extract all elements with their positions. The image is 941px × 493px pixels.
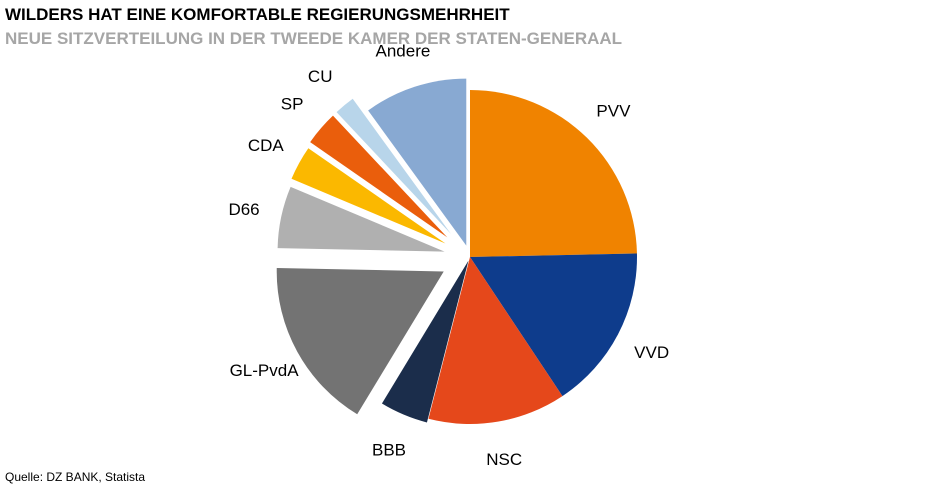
slice-label-d66: D66 xyxy=(228,200,259,219)
pie-slice-sp xyxy=(310,115,448,238)
chart-subtitle: NEUE SITZVERTEILUNG IN DER TWEEDE KAMER … xyxy=(5,29,623,48)
pie-slice-andere xyxy=(368,78,467,246)
slice-label-cda: CDA xyxy=(248,136,285,155)
slice-label-pvv: PVV xyxy=(596,102,631,121)
slice-label-gl-pvda: GL-PvdA xyxy=(230,361,300,380)
slice-label-andere: Andere xyxy=(376,42,431,61)
pie-slice-cda xyxy=(291,148,446,244)
pie-slice-pvv xyxy=(470,90,637,257)
slice-label-bbb: BBB xyxy=(372,441,406,460)
chart-title: WILDERS HAT EINE KOMFORTABLE REGIERUNGSM… xyxy=(5,5,510,24)
pie-slice-cu xyxy=(336,98,451,234)
pie-slice-bbb xyxy=(381,260,469,423)
pie-slice-vvd xyxy=(470,253,637,397)
slice-label-cu: CU xyxy=(308,67,333,86)
pie-slice-nsc xyxy=(428,257,563,424)
slice-label-vvd: VVD xyxy=(634,343,669,362)
pie-slice-d66 xyxy=(277,186,445,252)
pie-slice-gl-pvda xyxy=(276,267,444,415)
slice-label-sp: SP xyxy=(281,94,304,113)
source-note: Quelle: DZ BANK, Statista xyxy=(5,470,146,484)
slice-label-nsc: NSC xyxy=(486,450,522,469)
